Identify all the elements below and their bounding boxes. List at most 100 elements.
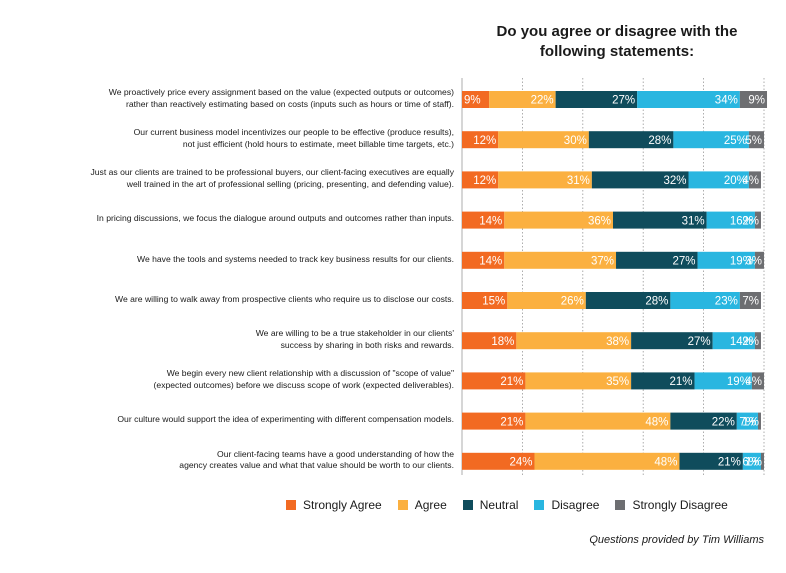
data-label: 1% xyxy=(742,416,759,428)
legend-swatch xyxy=(615,500,626,510)
data-label: 6% xyxy=(742,457,759,469)
bar-row: 14% 36% 31% 16%2% xyxy=(462,211,761,229)
data-label: 4% xyxy=(742,175,759,187)
bar-segment xyxy=(616,251,698,269)
bar-segment xyxy=(489,91,556,108)
bar-segment xyxy=(462,171,499,189)
data-label: 27% xyxy=(688,336,711,348)
bar-segment xyxy=(534,452,680,470)
data-label: 31% xyxy=(567,175,590,187)
bar-segment xyxy=(757,412,761,430)
data-label: 28% xyxy=(648,135,671,147)
stacked-bar-chart: 9% 22% 27% 34% 9%12% 30% 28% 25%5%12% 31% 32% 20%4… xyxy=(461,78,768,475)
legend-swatch xyxy=(534,500,545,510)
bar-row: 12% 31% 32% 20%4% xyxy=(462,171,761,189)
bar-segment xyxy=(760,452,764,470)
data-label: 14% xyxy=(730,336,753,348)
data-label: 27% xyxy=(612,95,635,107)
data-label: 21% xyxy=(500,376,523,388)
bar-segment xyxy=(516,332,632,350)
data-label: 28% xyxy=(645,296,668,308)
bar-segment xyxy=(754,211,761,229)
bar-segment xyxy=(754,332,761,350)
data-label: 38% xyxy=(606,336,629,348)
legend-label: Agree xyxy=(414,498,447,512)
bar-segment xyxy=(697,251,755,269)
bar-segment xyxy=(588,131,674,149)
bar-segment xyxy=(706,211,755,229)
data-label: 31% xyxy=(682,215,705,227)
bar-segment xyxy=(525,372,632,390)
bar-segment xyxy=(462,412,526,430)
data-label: 30% xyxy=(564,135,587,147)
data-label: 26% xyxy=(561,296,584,308)
data-label: 7% xyxy=(739,416,756,428)
data-label: 7% xyxy=(742,296,759,308)
source-note: Questions provided by Tim Williams xyxy=(589,534,764,546)
bar-segment xyxy=(525,412,671,430)
data-label: 21% xyxy=(718,457,741,469)
data-label: 24% xyxy=(509,457,532,469)
bar-segment xyxy=(507,292,586,309)
bar-segment xyxy=(462,211,505,229)
bar-segment xyxy=(673,131,749,149)
bar-segment xyxy=(694,372,752,390)
data-label: 18% xyxy=(491,336,514,348)
bar-row: 24% 48% 21% 6%1% xyxy=(462,452,764,470)
legend-item: Agree xyxy=(397,498,447,512)
bar-segment xyxy=(748,131,764,149)
data-label: 2% xyxy=(742,215,759,227)
statement-label: We begin every new client relationship w… xyxy=(153,368,454,390)
bar-segment xyxy=(742,452,761,470)
data-label: 12% xyxy=(473,135,496,147)
statement-label: We have the tools and systems needed to … xyxy=(136,253,454,264)
bar-segment xyxy=(631,372,695,390)
bar-segment xyxy=(585,292,671,309)
bar-segment xyxy=(739,91,768,108)
legend-label: Strongly Disagree xyxy=(632,498,728,512)
data-label: 1% xyxy=(745,457,762,469)
bar-segment xyxy=(670,292,740,309)
bar-segment xyxy=(679,452,743,470)
bar-segment xyxy=(462,251,505,269)
bar-row: 21% 35% 21% 19%4% xyxy=(462,372,764,390)
data-label: 14% xyxy=(479,256,502,268)
bar-row: 15% 26% 28% 23% 7% xyxy=(462,292,761,309)
bar-segment xyxy=(462,292,508,309)
data-label: 5% xyxy=(745,135,762,147)
bar-segment xyxy=(462,332,517,350)
legend: Strongly Agree Agree Neutral Disagree Strong… xyxy=(286,497,776,513)
bar-segment xyxy=(462,91,490,108)
bar-segment xyxy=(462,131,499,149)
statement-label: Our current business model incentivizes … xyxy=(133,127,454,149)
statement-label: We proactively price every assignment ba… xyxy=(108,87,454,109)
bar-row: 14% 37% 27% 19%3% xyxy=(462,251,764,269)
bar-row: 12% 30% 28% 25%5% xyxy=(462,131,764,149)
legend-label: Strongly Agree xyxy=(303,498,382,512)
legend-label: Neutral xyxy=(479,498,519,512)
bars-layer: 9% 22% 27% 34% 9%12% 30% 28% 25%5%12% 31% 32% 20%4… xyxy=(462,91,768,470)
data-label: 25% xyxy=(724,135,747,147)
data-label: 48% xyxy=(645,416,668,428)
data-label: 4% xyxy=(745,376,762,388)
data-label: 14% xyxy=(479,215,502,227)
data-label: 12% xyxy=(473,175,496,187)
data-label: 15% xyxy=(482,296,505,308)
bar-segment xyxy=(631,332,713,350)
bar-segment xyxy=(498,131,589,149)
bar-segment xyxy=(504,251,617,269)
statement-label: Our culture would support the idea of ex… xyxy=(117,414,454,425)
data-label: 48% xyxy=(654,457,677,469)
data-label: 19% xyxy=(730,256,753,268)
bar-segment xyxy=(688,171,749,189)
bar-segment xyxy=(736,412,758,430)
data-label: 3% xyxy=(745,256,762,268)
data-label: 20% xyxy=(724,175,747,187)
bar-segment xyxy=(462,372,526,390)
legend-item: Disagree xyxy=(534,498,599,512)
bar-segment xyxy=(591,171,689,189)
statement-label: We are willing to be a true stakeholder … xyxy=(255,328,454,350)
data-label: 37% xyxy=(591,256,614,268)
bar-segment xyxy=(498,171,592,189)
data-label: 35% xyxy=(606,376,629,388)
